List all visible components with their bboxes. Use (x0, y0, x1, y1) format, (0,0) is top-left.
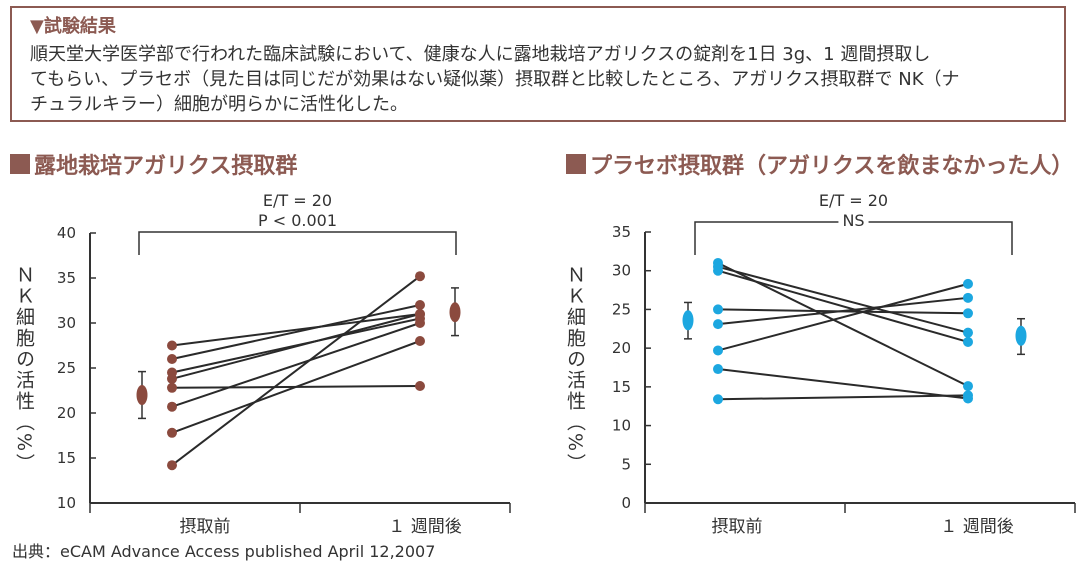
y-axis-label: ＮＫ細胞の活性（%） (13, 265, 35, 474)
data-point (167, 382, 177, 393)
data-point (415, 300, 425, 310)
chart-title-placebo: プラセボ摂取群（アガリクスを飲まなかった人） (566, 148, 1073, 180)
mean-marker (449, 302, 461, 323)
data-point (963, 336, 973, 347)
paired-line (171, 304, 421, 360)
title-square-icon (566, 154, 586, 174)
annotation-background (838, 210, 869, 231)
paired-line (171, 340, 421, 434)
paired-line (171, 322, 421, 408)
paired-line (717, 265, 969, 334)
y-tick-label: 30 (57, 314, 76, 332)
data-point (713, 345, 723, 356)
data-point (415, 309, 425, 319)
x-category-label: １ 週間後 (388, 517, 461, 535)
chart-agaricus: 10 15 20 25 30 35 40 摂取前 １ 週間後 ＮＫ細胞の活性（%） E/T = 20… (13, 191, 511, 535)
results-box: ▼試験結果 順天堂大学医学部で行われた臨床試験において、健康な人に露地栽培アガリ… (10, 6, 1066, 122)
results-line-2: てもらい、プラセボ（見た目は同じだが効果はない疑似薬）摂取群と比較したところ、ア… (30, 69, 960, 90)
data-point (167, 373, 177, 384)
data-point (963, 308, 973, 319)
data-point (963, 278, 973, 289)
y-tick-label: 25 (612, 300, 631, 318)
annotation-background (253, 210, 342, 231)
chart-title-agaricus: 露地栽培アガリクス摂取群 (10, 148, 297, 180)
y-tick-label: 25 (57, 359, 76, 377)
y-tick-label: 35 (57, 269, 76, 287)
paired-line (171, 313, 421, 347)
data-point (415, 271, 425, 282)
data-point (713, 394, 723, 405)
source-citation: 出典：eCAM Advance Access published April 1… (12, 542, 436, 561)
y-axis-label: ＮＫ細胞の活性（%） (564, 265, 586, 474)
data-point (167, 460, 177, 471)
data-point (713, 304, 723, 315)
chart-title-placebo-text: プラセボ摂取群（アガリクスを飲まなかった人） (590, 154, 1074, 179)
paired-line (717, 282, 969, 352)
data-point (167, 401, 177, 412)
y-tick-label: 30 (612, 262, 631, 280)
y-tick-label: 10 (57, 494, 76, 512)
x-category-label: １ 週間後 (940, 517, 1013, 535)
y-tick-label: 15 (612, 378, 631, 396)
paired-line (717, 296, 969, 326)
chart-title-agaricus-text: 露地栽培アガリクス摂取群 (34, 154, 298, 179)
paired-line (717, 269, 969, 343)
significance-bracket (138, 231, 457, 255)
annotation-ratio: E/T = 20 (263, 191, 332, 210)
annotation-significance: NS (842, 211, 864, 230)
annotation-ratio: E/T = 20 (819, 191, 888, 210)
data-point (167, 340, 177, 351)
x-category-label: 摂取前 (712, 517, 763, 535)
chart-placebo: 0 5 10 15 20 25 30 35 摂取前 １ 週間後 ＮＫ細胞の活性（%） E/T = 20… (564, 191, 1076, 535)
data-point (713, 364, 723, 375)
mean-marker (136, 385, 148, 405)
data-point (167, 427, 177, 438)
data-point (963, 292, 973, 303)
title-square-icon (10, 154, 30, 174)
data-point (415, 381, 425, 391)
data-point (963, 390, 973, 401)
results-body: 順天堂大学医学部で行われた臨床試験において、健康な人に露地栽培アガリクスの錠剤を… (30, 42, 1060, 117)
paired-line (171, 313, 421, 380)
y-tick-label: 40 (57, 224, 76, 242)
results-line-1: 順天堂大学医学部で行われた臨床試験において、健康な人に露地栽培アガリクスの錠剤を… (30, 44, 931, 65)
data-point (167, 354, 177, 364)
y-tick-label: 5 (621, 455, 631, 473)
paired-line (171, 275, 421, 466)
paired-line (717, 368, 969, 400)
mean-marker (1015, 325, 1027, 346)
y-tick-label: 10 (612, 417, 631, 435)
data-point (963, 381, 973, 392)
results-line-3: チュラルキラー）細胞が明らかに活性化した。 (30, 94, 408, 115)
mean-marker (682, 310, 694, 331)
y-tick-label: 20 (57, 404, 76, 422)
x-category-label: 摂取前 (180, 517, 231, 535)
data-point (415, 318, 425, 328)
y-tick-label: 35 (612, 223, 631, 241)
data-point (963, 327, 973, 338)
y-tick-label: 20 (612, 339, 631, 357)
results-heading: ▼試験結果 (30, 16, 116, 37)
data-point (713, 319, 723, 330)
data-point (415, 336, 425, 346)
y-tick-label: 15 (57, 449, 76, 467)
paired-line (717, 394, 969, 401)
annotation-significance: P < 0.001 (258, 211, 337, 230)
data-point (713, 265, 723, 276)
y-tick-label: 0 (621, 494, 631, 512)
